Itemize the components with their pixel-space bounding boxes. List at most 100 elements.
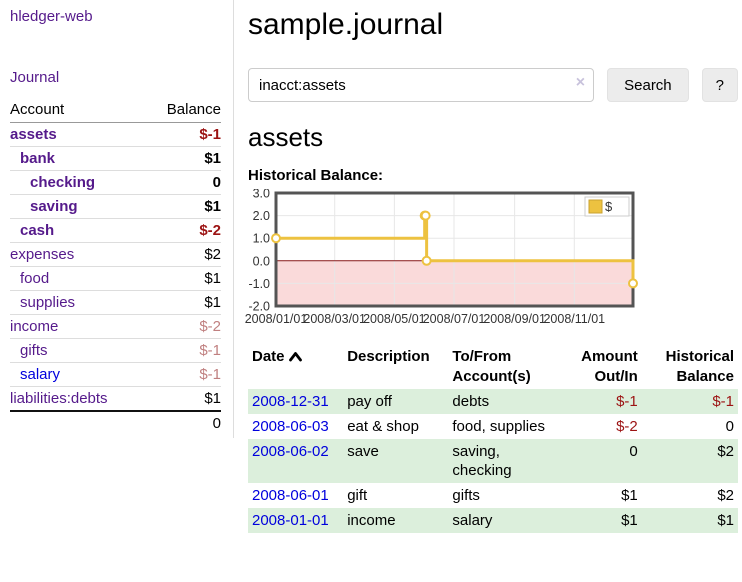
register-header-description: Description <box>347 348 430 365</box>
transaction-amount: 0 <box>629 443 638 460</box>
transaction-balance: $2 <box>717 487 734 504</box>
clear-search-icon[interactable]: × <box>575 74 586 91</box>
account-row: saving $1 <box>10 194 221 219</box>
account-row: cash $-2 <box>10 218 221 243</box>
transaction-date-link[interactable]: 2008-06-01 <box>252 487 329 504</box>
register-row[interactable]: 2008-12-31 pay off debts $-1 $-1 <box>248 389 738 414</box>
transaction-description: save <box>347 443 379 460</box>
balance-chart-svg: $3.0 2.0 1.0 0.0 -1.0 -2.02008/01/012008/03/0… <box>245 187 638 326</box>
transaction-balance: $1 <box>717 512 734 529</box>
account-link[interactable]: checking <box>30 174 96 191</box>
transaction-date-link[interactable]: 2008-06-02 <box>252 443 329 460</box>
transaction-date-link[interactable]: 2008-06-03 <box>252 418 329 435</box>
transaction-amount: $-1 <box>616 393 638 410</box>
transaction-accounts: gifts <box>452 487 480 504</box>
account-balance: $-2 <box>145 314 221 339</box>
search-box: × <box>248 68 595 102</box>
account-link[interactable]: salary <box>20 366 61 383</box>
svg-text:2008/07/01: 2008/07/01 <box>423 312 486 326</box>
svg-text:1.0: 1.0 <box>253 232 270 246</box>
account-link[interactable]: gifts <box>20 342 48 359</box>
account-row: expenses $2 <box>10 242 221 267</box>
account-row: liabilities:debts $1 <box>10 386 221 412</box>
transaction-accounts: salary <box>452 512 493 529</box>
account-balance: $2 <box>145 242 221 267</box>
svg-text:2008/11/01: 2008/11/01 <box>543 312 605 326</box>
account-balance: $1 <box>145 266 221 291</box>
help-button[interactable]: ? <box>701 68 738 102</box>
svg-text:-1.0: -1.0 <box>248 277 270 291</box>
register-row[interactable]: 2008-01-01 income salary $1 $1 <box>248 508 738 533</box>
register-row[interactable]: 2008-06-03 eat & shop food, supplies $-2 0 <box>248 414 738 439</box>
register-table: Date Description To/From Account(s) Amount Ou… <box>248 345 738 533</box>
account-balance: $1 <box>145 146 221 171</box>
register-header-date[interactable]: Date <box>248 345 343 389</box>
transaction-amount: $1 <box>621 487 638 504</box>
svg-text:-2.0: -2.0 <box>248 300 270 314</box>
register-header-balance: Historical Balance <box>665 348 734 385</box>
main-content: sample.journal × Search ? assets Histori… <box>245 0 738 533</box>
svg-text:2008/01/01: 2008/01/01 <box>245 312 308 326</box>
account-link[interactable]: income <box>10 318 59 335</box>
account-balance: $1 <box>145 290 221 315</box>
accounts-table: Account Balance assets $-1 bank $1 checking 0… <box>10 98 221 435</box>
account-link[interactable]: saving <box>30 198 78 215</box>
sort-ascending-icon <box>288 352 302 362</box>
account-row: salary $-1 <box>10 362 221 387</box>
svg-text:2008/09/01: 2008/09/01 <box>483 312 546 326</box>
transaction-description: income <box>347 512 396 529</box>
account-link[interactable]: food <box>20 270 50 287</box>
account-balance: $1 <box>145 386 221 412</box>
transaction-accounts: saving, checking <box>452 443 512 479</box>
search-input[interactable] <box>248 68 595 102</box>
sidebar-item-journal[interactable]: Journal <box>10 69 60 86</box>
transaction-accounts: debts <box>452 393 490 410</box>
account-row: gifts $-1 <box>10 338 221 363</box>
accounts-header-account: Account <box>10 98 146 123</box>
account-link[interactable]: cash <box>20 222 55 239</box>
transaction-balance: 0 <box>725 418 734 435</box>
account-link[interactable]: assets <box>10 126 57 143</box>
svg-text:0.0: 0.0 <box>253 254 270 268</box>
register-row[interactable]: 2008-06-02 save saving, checking 0 $2 <box>248 439 738 483</box>
account-heading: assets <box>248 122 324 152</box>
account-balance: $-1 <box>145 362 221 387</box>
account-link[interactable]: expenses <box>10 246 75 263</box>
accounts-total-row: 0 <box>10 410 221 435</box>
svg-text:3.0: 3.0 <box>253 189 270 201</box>
account-link[interactable]: supplies <box>20 294 76 311</box>
transaction-description: pay off <box>347 393 392 410</box>
historical-balance-chart: $3.0 2.0 1.0 0.0 -1.0 -2.0 2008/01/01 2008/03/0… <box>242 187 738 331</box>
account-row: supplies $1 <box>10 290 221 315</box>
sidebar: hledger-web Journal Account Balance asse… <box>0 0 234 438</box>
register-header-amount: Amount Out/In <box>581 348 638 385</box>
account-balance: $-1 <box>145 338 221 363</box>
register-header-accounts: To/From Account(s) <box>452 348 531 385</box>
transaction-description: gift <box>347 487 368 504</box>
accounts-header-balance: Balance <box>145 98 221 123</box>
search-form: × Search ? <box>248 68 738 102</box>
transaction-date-link[interactable]: 2008-12-31 <box>252 393 329 410</box>
account-link[interactable]: bank <box>20 150 56 167</box>
transaction-accounts: food, supplies <box>452 418 545 435</box>
search-button[interactable]: Search <box>607 68 689 102</box>
chart-label: Historical Balance: <box>248 167 384 184</box>
account-row: bank $1 <box>10 146 221 171</box>
account-row: assets $-1 <box>10 122 221 147</box>
account-balance: $-1 <box>145 122 221 147</box>
svg-text:2.0: 2.0 <box>253 209 270 223</box>
svg-text:$: $ <box>605 199 613 214</box>
transaction-amount: $1 <box>621 512 638 529</box>
account-balance: 0 <box>145 170 221 195</box>
account-row: income $-2 <box>10 314 221 339</box>
account-row: food $1 <box>10 266 221 291</box>
account-balance: $1 <box>145 194 221 219</box>
transaction-balance: $2 <box>717 443 734 460</box>
register-row[interactable]: 2008-06-01 gift gifts $1 $2 <box>248 483 738 508</box>
app-brand-link[interactable]: hledger-web <box>10 8 93 25</box>
account-link[interactable]: liabilities:debts <box>10 390 108 407</box>
page-title: sample.journal <box>248 8 444 41</box>
transaction-description: eat & shop <box>347 418 419 435</box>
transaction-balance: $-1 <box>712 393 734 410</box>
transaction-date-link[interactable]: 2008-01-01 <box>252 512 329 529</box>
